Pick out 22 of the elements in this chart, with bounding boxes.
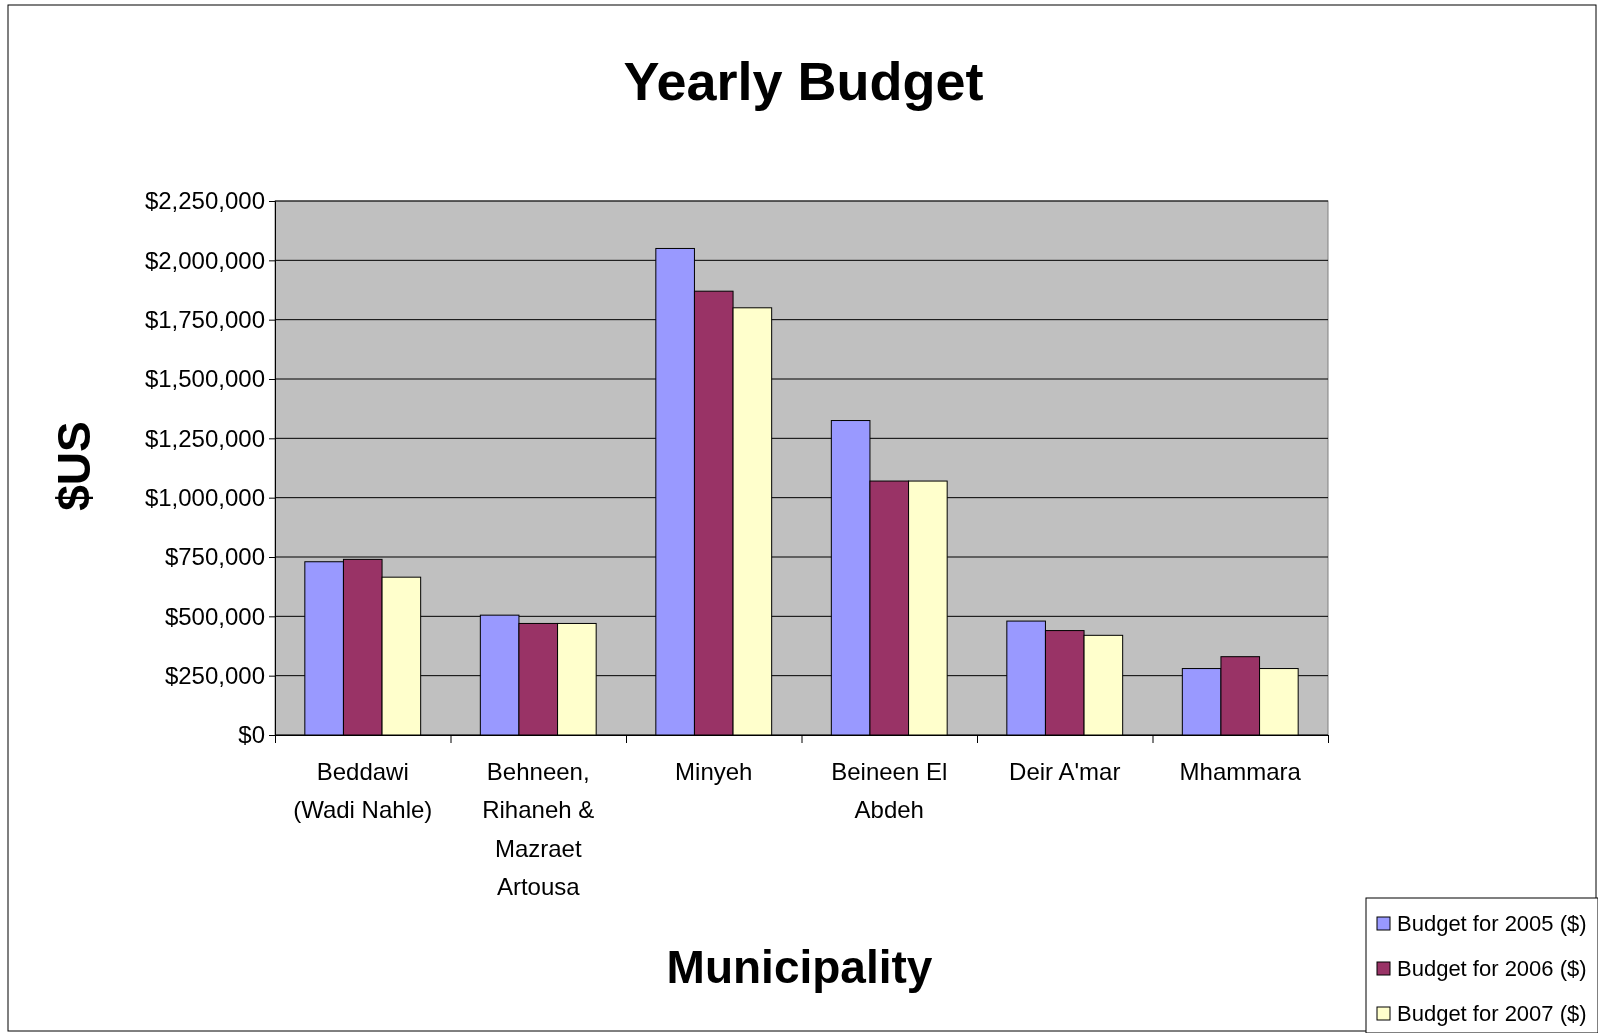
y-tick-label: $1,500,000 (144, 365, 265, 393)
legend-label: Budget for 2006 ($) (1397, 956, 1587, 981)
x-tick-label: Beineen El Abdeh (831, 758, 948, 824)
chart-title: Yearly Budget (623, 51, 984, 111)
x-tick-label: Behneen, Rihaneh & Mazraet Artousa (482, 758, 595, 901)
x-tick-label: Minyeh (675, 758, 753, 785)
y-tick-label: $0 (238, 721, 265, 749)
y-tick-label: $2,000,000 (144, 246, 265, 274)
y-tick-label: $750,000 (164, 543, 265, 571)
y-tick-label: $250,000 (164, 661, 265, 689)
legend-label: Budget for 2005 ($) (1397, 911, 1587, 936)
y-tick-label: $1,000,000 (144, 483, 265, 511)
x-tick-label: Mhammara (1179, 758, 1302, 785)
y-tick-label: $500,000 (164, 602, 265, 630)
x-tick-label: Beddawi (Wadi Nahle) (293, 758, 433, 824)
x-axis-title: Municipality (666, 941, 933, 993)
legend-label: Budget for 2007 ($) (1397, 1001, 1587, 1026)
y-tick-label: $1,750,000 (144, 305, 265, 333)
y-tick-label: $2,250,000 (144, 187, 265, 215)
x-tick-label: Deir A'mar (1009, 758, 1121, 785)
y-tick-label: $1,250,000 (144, 424, 265, 452)
y-axis-title: $US (48, 421, 100, 511)
